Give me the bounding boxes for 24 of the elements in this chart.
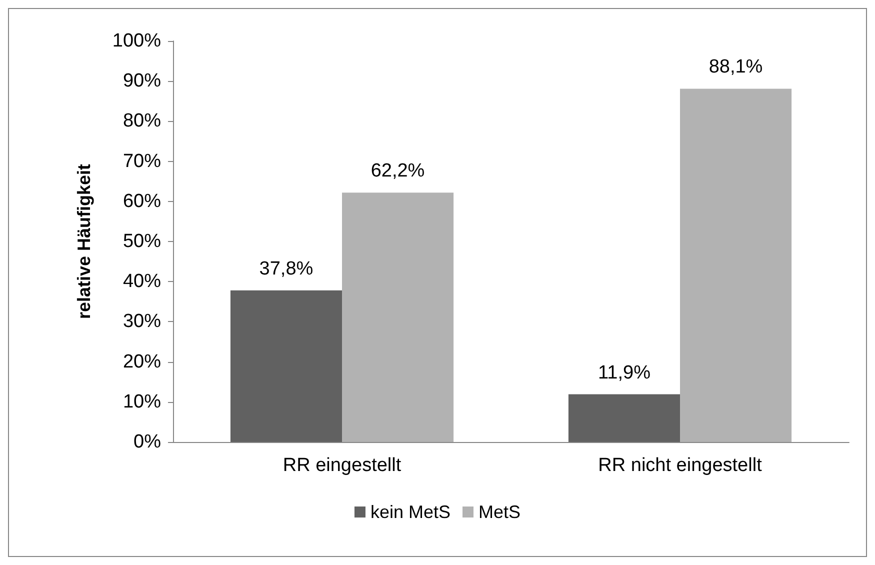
- data-label: 11,9%: [598, 362, 651, 384]
- legend-label: kein MetS: [370, 502, 451, 522]
- data-label: 37,8%: [259, 258, 314, 280]
- bar: [230, 290, 342, 442]
- y-tick-label: 90%: [122, 70, 162, 92]
- bar: [680, 88, 792, 442]
- data-label: 88,1%: [708, 56, 763, 78]
- y-tick-label: 60%: [122, 190, 162, 212]
- bar: [568, 394, 680, 442]
- x-tick-label: RR eingestellt: [282, 455, 402, 476]
- y-tick-label: 100%: [112, 30, 162, 52]
- y-tick-label: 40%: [122, 271, 162, 292]
- legend-label: MetS: [478, 502, 521, 522]
- x-tick-label: RR nicht eingestellt: [598, 455, 763, 476]
- y-tick-label: 20%: [122, 351, 162, 372]
- y-tick-label: 30%: [122, 311, 162, 332]
- y-axis-title: relative Häufigkeit: [74, 164, 94, 320]
- bar: [342, 192, 454, 442]
- y-tick-label: 80%: [122, 110, 162, 132]
- y-tick-label: 70%: [122, 150, 162, 172]
- y-tick-label: 10%: [122, 391, 162, 412]
- y-tick-label: 50%: [122, 231, 162, 252]
- y-tick-label: 0%: [134, 432, 162, 452]
- data-label: 62,2%: [370, 160, 425, 182]
